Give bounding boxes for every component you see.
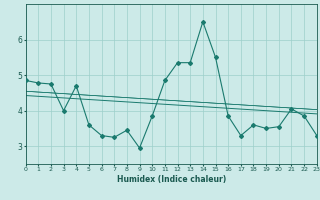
X-axis label: Humidex (Indice chaleur): Humidex (Indice chaleur) bbox=[116, 175, 226, 184]
